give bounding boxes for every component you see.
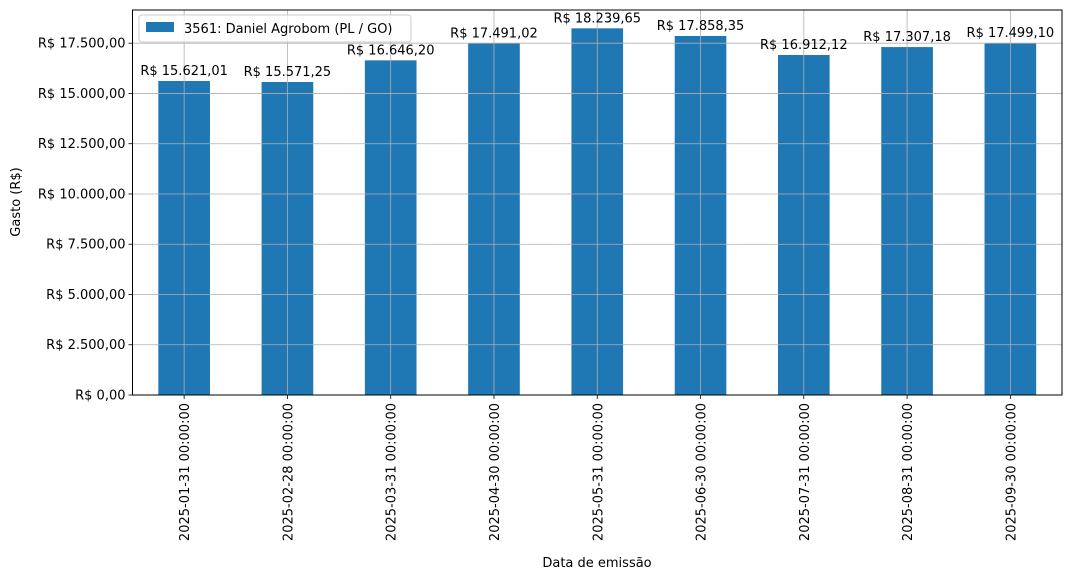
x-tick-label: 2025-01-31 00:00:00 <box>178 403 193 541</box>
data-label: R$ 16.646,20 <box>347 43 435 58</box>
x-tick-label: 2025-03-31 00:00:00 <box>385 403 400 541</box>
y-tick-label: R$ 17.500,00 <box>38 37 126 52</box>
y-tick-label: R$ 12.500,00 <box>38 137 126 152</box>
x-tick-label: 2025-04-30 00:00:00 <box>488 403 503 541</box>
legend-box <box>138 14 412 43</box>
data-label: R$ 18.239,65 <box>553 11 641 26</box>
data-label: R$ 17.858,35 <box>657 19 745 34</box>
y-tick-label: R$ 2.500,00 <box>46 338 125 353</box>
y-axis-label: Gasto (R$) <box>9 167 24 236</box>
x-tick-label: 2025-02-28 00:00:00 <box>281 403 296 541</box>
data-label: R$ 17.307,18 <box>863 30 951 45</box>
data-label: R$ 17.491,02 <box>450 26 538 41</box>
data-labels-layer: R$ 15.621,01 R$ 15.571,25 R$ 16.646,20 R$ 1… <box>140 11 1054 80</box>
data-label: R$ 15.621,01 <box>140 64 228 79</box>
data-label: R$ 17.499,10 <box>967 26 1055 41</box>
x-axis-label: Data de emissão <box>542 556 651 571</box>
axes-layer: R$ 0,00 R$ 2.500,00 R$ 5.000,00 R$ 7.500,00… <box>38 9 1063 541</box>
plot-frame <box>132 9 1063 396</box>
legend-label: 3561: Daniel Agrobom (PL / GO) <box>184 22 393 37</box>
y-tick-label: R$ 10.000,00 <box>38 187 126 202</box>
grid-layer <box>132 10 1062 396</box>
y-tick-label: R$ 7.500,00 <box>46 238 125 253</box>
y-tick-label: R$ 0,00 <box>75 389 125 404</box>
data-label: R$ 16.912,12 <box>760 38 848 53</box>
legend: 3561: Daniel Agrobom (PL / GO) <box>138 14 412 43</box>
y-tick-label: R$ 15.000,00 <box>38 87 126 102</box>
legend-swatch <box>146 22 174 32</box>
data-label: R$ 15.571,25 <box>244 65 332 80</box>
x-tick-label: 2025-07-31 00:00:00 <box>798 403 813 541</box>
x-tick-label: 2025-05-31 00:00:00 <box>591 403 606 541</box>
x-tick-label: 2025-08-31 00:00:00 <box>901 403 916 541</box>
y-tick-label: R$ 5.000,00 <box>46 288 125 303</box>
x-tick-label: 2025-09-30 00:00:00 <box>1004 403 1019 541</box>
x-tick-label: 2025-06-30 00:00:00 <box>695 403 710 541</box>
